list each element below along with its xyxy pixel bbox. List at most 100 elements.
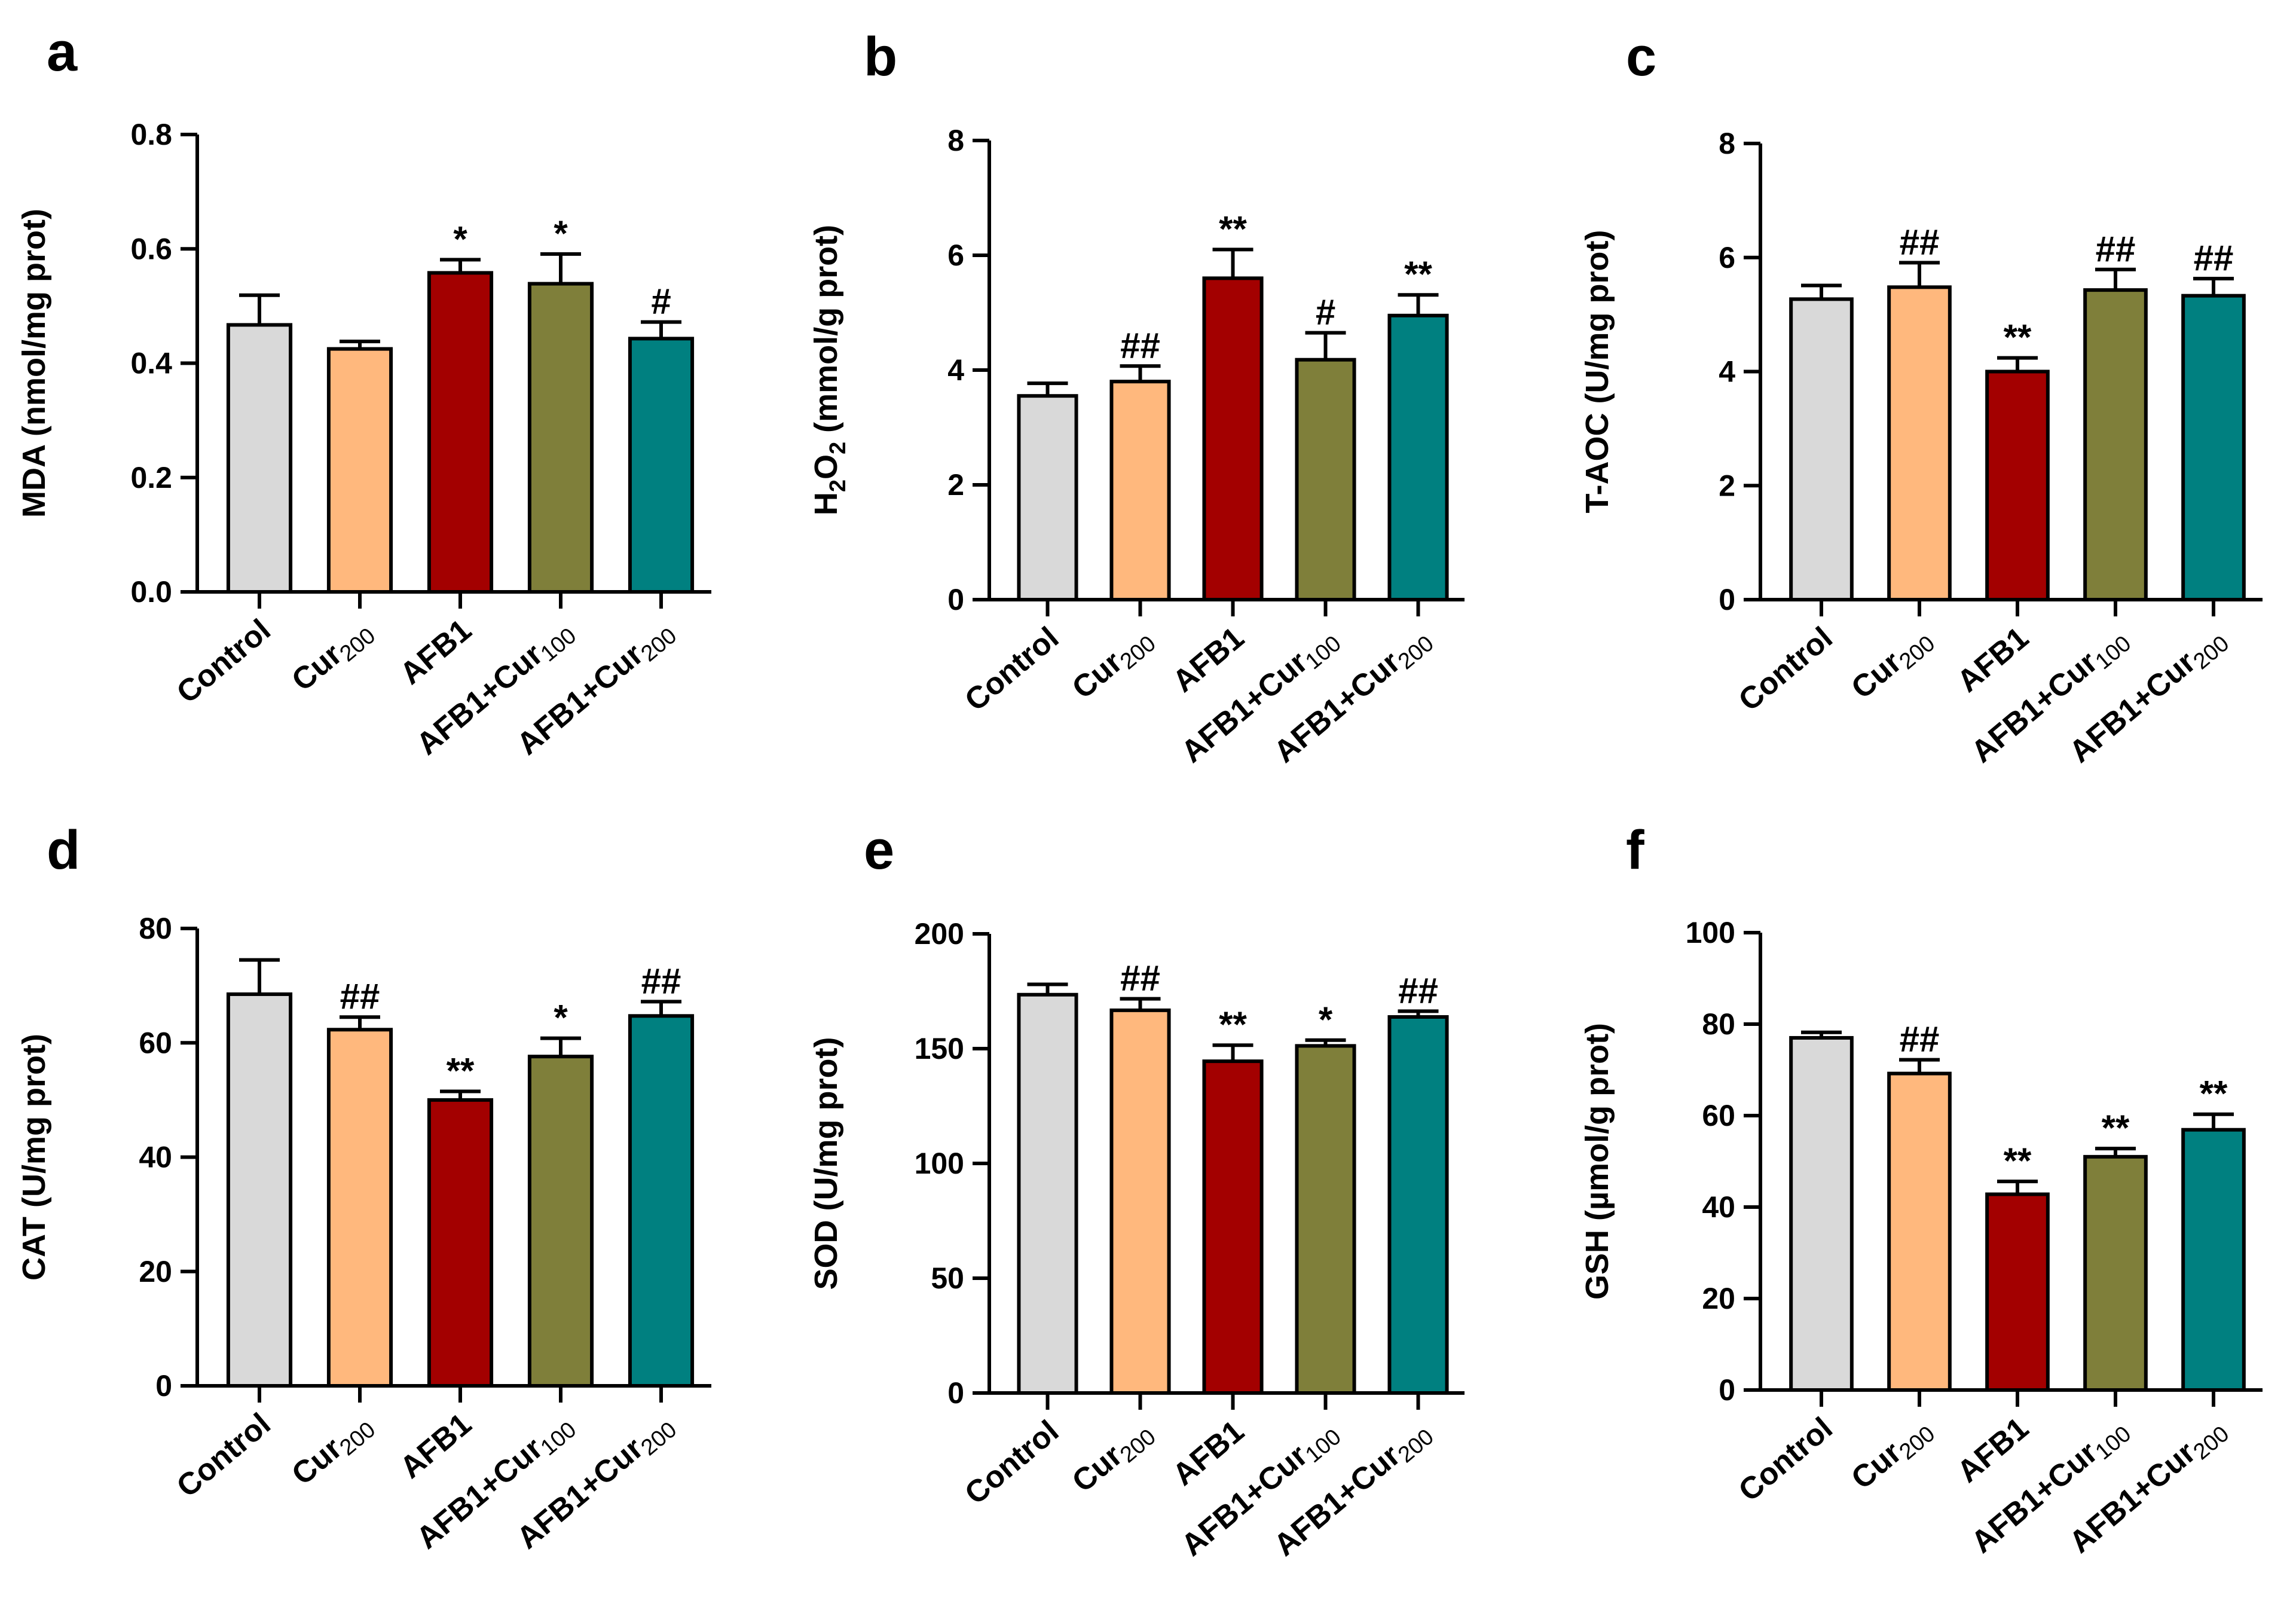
bar-afb1 bbox=[427, 1098, 494, 1388]
category-label: Control bbox=[958, 1414, 1065, 1511]
y-tick-label: 40 bbox=[139, 1141, 172, 1174]
bar-afb1-cur100 bbox=[1295, 1044, 1356, 1395]
significance-label: * bbox=[1319, 1000, 1333, 1040]
panel-f: f 0 20 40 60 80 100 GSH (µmol/g prot) Control ## C… bbox=[1579, 820, 2263, 1560]
panel-e: e 0 50 100 150 200 SOD (U/mg prot) Control ## Cur… bbox=[808, 820, 1465, 1566]
y-tick-label: 0.4 bbox=[130, 347, 172, 380]
y-tick-label: 100 bbox=[915, 1147, 964, 1180]
bar-cur200 bbox=[1109, 380, 1171, 601]
bar-afb1-cur200 bbox=[1387, 1015, 1449, 1395]
y-tick-label: 80 bbox=[1702, 1007, 1735, 1041]
y-tick-label: 20 bbox=[1702, 1282, 1735, 1315]
panel-letter: e bbox=[864, 820, 894, 881]
bar-afb1-cur100 bbox=[1295, 358, 1356, 601]
significance-label: ** bbox=[2200, 1074, 2228, 1114]
y-tick-label: 0.6 bbox=[130, 232, 172, 265]
significance-label: ** bbox=[1219, 209, 1247, 249]
y-tick-label: 0.8 bbox=[130, 118, 172, 151]
bar-afb1-cur100 bbox=[2083, 1154, 2148, 1392]
category-label: Control bbox=[1732, 1411, 1839, 1508]
y-tick-label: 8 bbox=[947, 124, 964, 157]
bar-control bbox=[226, 323, 293, 594]
bar-afb1-cur200 bbox=[628, 1014, 695, 1388]
significance-label: * bbox=[453, 219, 467, 259]
category-label: AFB1 bbox=[1166, 1414, 1251, 1493]
y-tick-label: 4 bbox=[1719, 355, 1735, 389]
bar-afb1 bbox=[1202, 1059, 1264, 1395]
category-label: Cur200 bbox=[1066, 621, 1161, 709]
significance-label: ** bbox=[2004, 1141, 2032, 1181]
category-label: Cur200 bbox=[1845, 621, 1940, 709]
bar-afb1-cur200 bbox=[2181, 294, 2246, 601]
significance-label: ## bbox=[1398, 970, 1438, 1010]
y-tick-label: 0 bbox=[947, 583, 964, 616]
y-axis-label: CAT (U/mg prot) bbox=[16, 1034, 52, 1281]
y-tick-label: 50 bbox=[931, 1261, 964, 1295]
significance-label: ** bbox=[447, 1051, 475, 1091]
panel-letter: c bbox=[1626, 26, 1656, 87]
y-tick-label: 0.0 bbox=[130, 575, 172, 609]
significance-label: ## bbox=[2194, 238, 2234, 278]
bar-afb1-cur100 bbox=[527, 1055, 594, 1388]
y-axis-label: MDA (nmol/mg prot) bbox=[16, 209, 52, 518]
bar-cur200 bbox=[1109, 1008, 1171, 1395]
category-label: AFB1 bbox=[1166, 621, 1251, 699]
y-tick-label: 2 bbox=[947, 468, 964, 502]
y-tick-label: 0.2 bbox=[130, 461, 172, 494]
y-tick-label: 4 bbox=[947, 353, 964, 387]
significance-label: ## bbox=[2096, 229, 2136, 269]
significance-label: ## bbox=[340, 976, 380, 1016]
panel-letter: a bbox=[47, 22, 78, 83]
panel-letter: b bbox=[864, 26, 897, 87]
y-tick-label: 0 bbox=[947, 1376, 964, 1410]
category-label: AFB1+Cur200 bbox=[1267, 1414, 1438, 1566]
significance-label: ** bbox=[1219, 1004, 1247, 1044]
category-label: Control bbox=[170, 613, 277, 710]
bar-control bbox=[1789, 297, 1854, 601]
panel-a: a 0.0 0.2 0.4 0.6 0.8 MDA (nmol/mg prot) Contro… bbox=[16, 22, 711, 765]
y-axis-label: SOD (U/mg prot) bbox=[808, 1037, 844, 1290]
significance-label: ** bbox=[2004, 317, 2032, 358]
y-tick-label: 0 bbox=[155, 1369, 172, 1403]
category-label: AFB1+Cur200 bbox=[2063, 621, 2234, 773]
significance-label: ## bbox=[1900, 222, 1940, 262]
significance-label: * bbox=[554, 213, 568, 253]
bar-afb1-cur100 bbox=[2083, 288, 2148, 601]
bar-cur200 bbox=[326, 347, 393, 594]
panel-d: d 0 20 40 60 80 CAT (U/mg prot) Control ## Cur200… bbox=[16, 820, 711, 1559]
significance-label: * bbox=[554, 998, 568, 1038]
bar-control bbox=[1789, 1035, 1854, 1392]
bar-afb1 bbox=[1985, 369, 2050, 601]
panel-letter: d bbox=[47, 820, 80, 881]
category-label: Control bbox=[958, 621, 1065, 718]
bar-afb1-cur200 bbox=[1387, 313, 1449, 601]
category-label: Control bbox=[1732, 621, 1839, 718]
bar-afb1-cur200 bbox=[628, 337, 695, 594]
y-axis-label: GSH (µmol/g prot) bbox=[1579, 1023, 1615, 1300]
y-axis-label: T-AOC (U/mg prot) bbox=[1579, 230, 1615, 514]
y-tick-label: 6 bbox=[1719, 241, 1735, 274]
y-tick-label: 60 bbox=[139, 1026, 172, 1059]
y-tick-label: 6 bbox=[947, 239, 964, 272]
bar-afb1 bbox=[1985, 1192, 2050, 1392]
category-label: AFB1+Cur200 bbox=[510, 613, 681, 765]
significance-label: # bbox=[1316, 292, 1335, 332]
category-label: Cur200 bbox=[285, 613, 380, 701]
bar-control bbox=[1017, 394, 1078, 601]
bar-afb1 bbox=[1202, 276, 1264, 601]
category-label: Control bbox=[170, 1407, 277, 1504]
significance-label: ## bbox=[1120, 325, 1160, 365]
bar-control bbox=[226, 992, 293, 1388]
bar-control bbox=[1017, 992, 1078, 1395]
significance-label: # bbox=[651, 282, 671, 322]
significance-label: ** bbox=[2102, 1108, 2130, 1148]
y-tick-label: 8 bbox=[1719, 127, 1735, 160]
y-tick-label: 0 bbox=[1719, 1373, 1735, 1407]
y-tick-label: 0 bbox=[1719, 583, 1735, 616]
category-label: AFB1 bbox=[393, 613, 478, 692]
category-label: Cur200 bbox=[1066, 1414, 1161, 1502]
category-label: AFB1+Cur200 bbox=[1267, 621, 1438, 773]
category-label: AFB1+Cur200 bbox=[510, 1407, 681, 1559]
y-tick-label: 2 bbox=[1719, 469, 1735, 502]
bar-afb1 bbox=[427, 271, 494, 594]
